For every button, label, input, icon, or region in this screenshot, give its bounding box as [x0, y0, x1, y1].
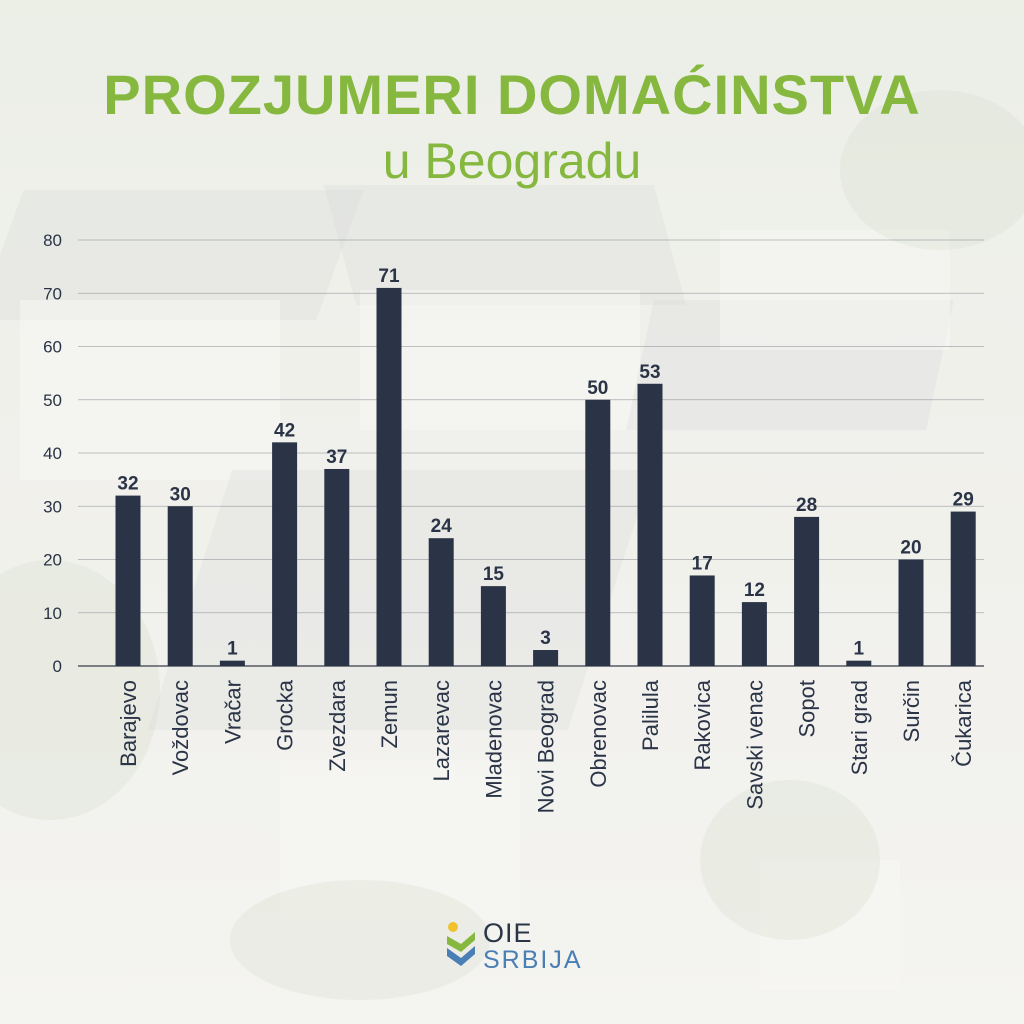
- y-tick-label: 60: [43, 338, 62, 357]
- y-tick-label: 30: [43, 497, 62, 516]
- data-label: 1: [227, 639, 238, 660]
- x-tick-label: Zvezdara: [325, 679, 350, 771]
- bar: [689, 575, 715, 666]
- data-label: 1: [854, 639, 865, 660]
- chart-subtitle: u Beogradu: [382, 133, 642, 189]
- x-tick-label: Rakovica: [690, 679, 715, 770]
- data-label: 3: [540, 628, 551, 649]
- data-label: 71: [378, 266, 400, 287]
- chart-title: PROZJUMERI DOMAĆINSTVA: [103, 63, 921, 126]
- x-tick-label: Savski venac: [742, 680, 767, 810]
- bar: [533, 650, 559, 666]
- x-tick-label: Surčin: [899, 680, 924, 742]
- data-label: 50: [587, 378, 608, 399]
- bar: [272, 442, 298, 666]
- logo-text-srbija: SRBIJA: [483, 946, 583, 974]
- x-tick-label: Obrenovac: [586, 680, 611, 788]
- bar: [428, 538, 454, 666]
- x-tick-label: Barajevo: [116, 680, 141, 767]
- bar: [324, 468, 350, 666]
- data-label: 17: [692, 553, 713, 574]
- oie-srbija-logo: OIE SRBIJA: [443, 916, 593, 976]
- data-label: 29: [953, 490, 974, 511]
- x-tick-label: Voždovac: [168, 680, 193, 775]
- bar: [846, 660, 872, 666]
- data-label: 30: [170, 484, 191, 505]
- y-tick-label: 10: [43, 604, 62, 623]
- data-label: 20: [900, 538, 921, 559]
- bar: [637, 383, 663, 666]
- logo-icon: [447, 922, 475, 966]
- data-label: 37: [326, 447, 347, 468]
- bar: [585, 399, 611, 666]
- x-tick-label: Vračar: [220, 680, 245, 744]
- bar: [219, 660, 245, 666]
- bar: [794, 516, 820, 666]
- bar: [480, 586, 506, 666]
- x-tick-label: Lazarevac: [429, 680, 454, 782]
- x-tick-label: Zemun: [377, 680, 402, 748]
- x-tick-label: Mladenovac: [481, 680, 506, 799]
- bar: [167, 506, 193, 666]
- bar: [115, 495, 141, 666]
- data-label: 42: [274, 420, 295, 441]
- y-tick-label: 0: [53, 657, 62, 676]
- data-label: 24: [431, 516, 453, 537]
- bar: [898, 559, 924, 666]
- x-tick-label: Sopot: [795, 680, 820, 738]
- data-label: 15: [483, 564, 505, 585]
- x-tick-label: Grocka: [273, 679, 298, 751]
- x-tick-label: Čukarica: [951, 679, 976, 767]
- data-label: 32: [117, 474, 138, 495]
- logo-text-oie: OIE: [483, 918, 533, 948]
- bar: [950, 511, 976, 666]
- x-tick-label: Novi Beograd: [534, 680, 559, 813]
- data-label: 53: [639, 362, 660, 383]
- y-tick-label: 20: [43, 551, 62, 570]
- y-tick-label: 40: [43, 444, 62, 463]
- x-tick-label: Stari grad: [847, 680, 872, 775]
- bar: [376, 287, 402, 666]
- data-label: 12: [744, 580, 765, 601]
- bar: [741, 602, 767, 666]
- x-tick-label: Palilula: [638, 679, 663, 751]
- y-tick-label: 70: [43, 284, 62, 303]
- y-tick-label: 50: [43, 391, 62, 410]
- data-label: 28: [796, 495, 817, 516]
- y-tick-label: 80: [43, 231, 62, 250]
